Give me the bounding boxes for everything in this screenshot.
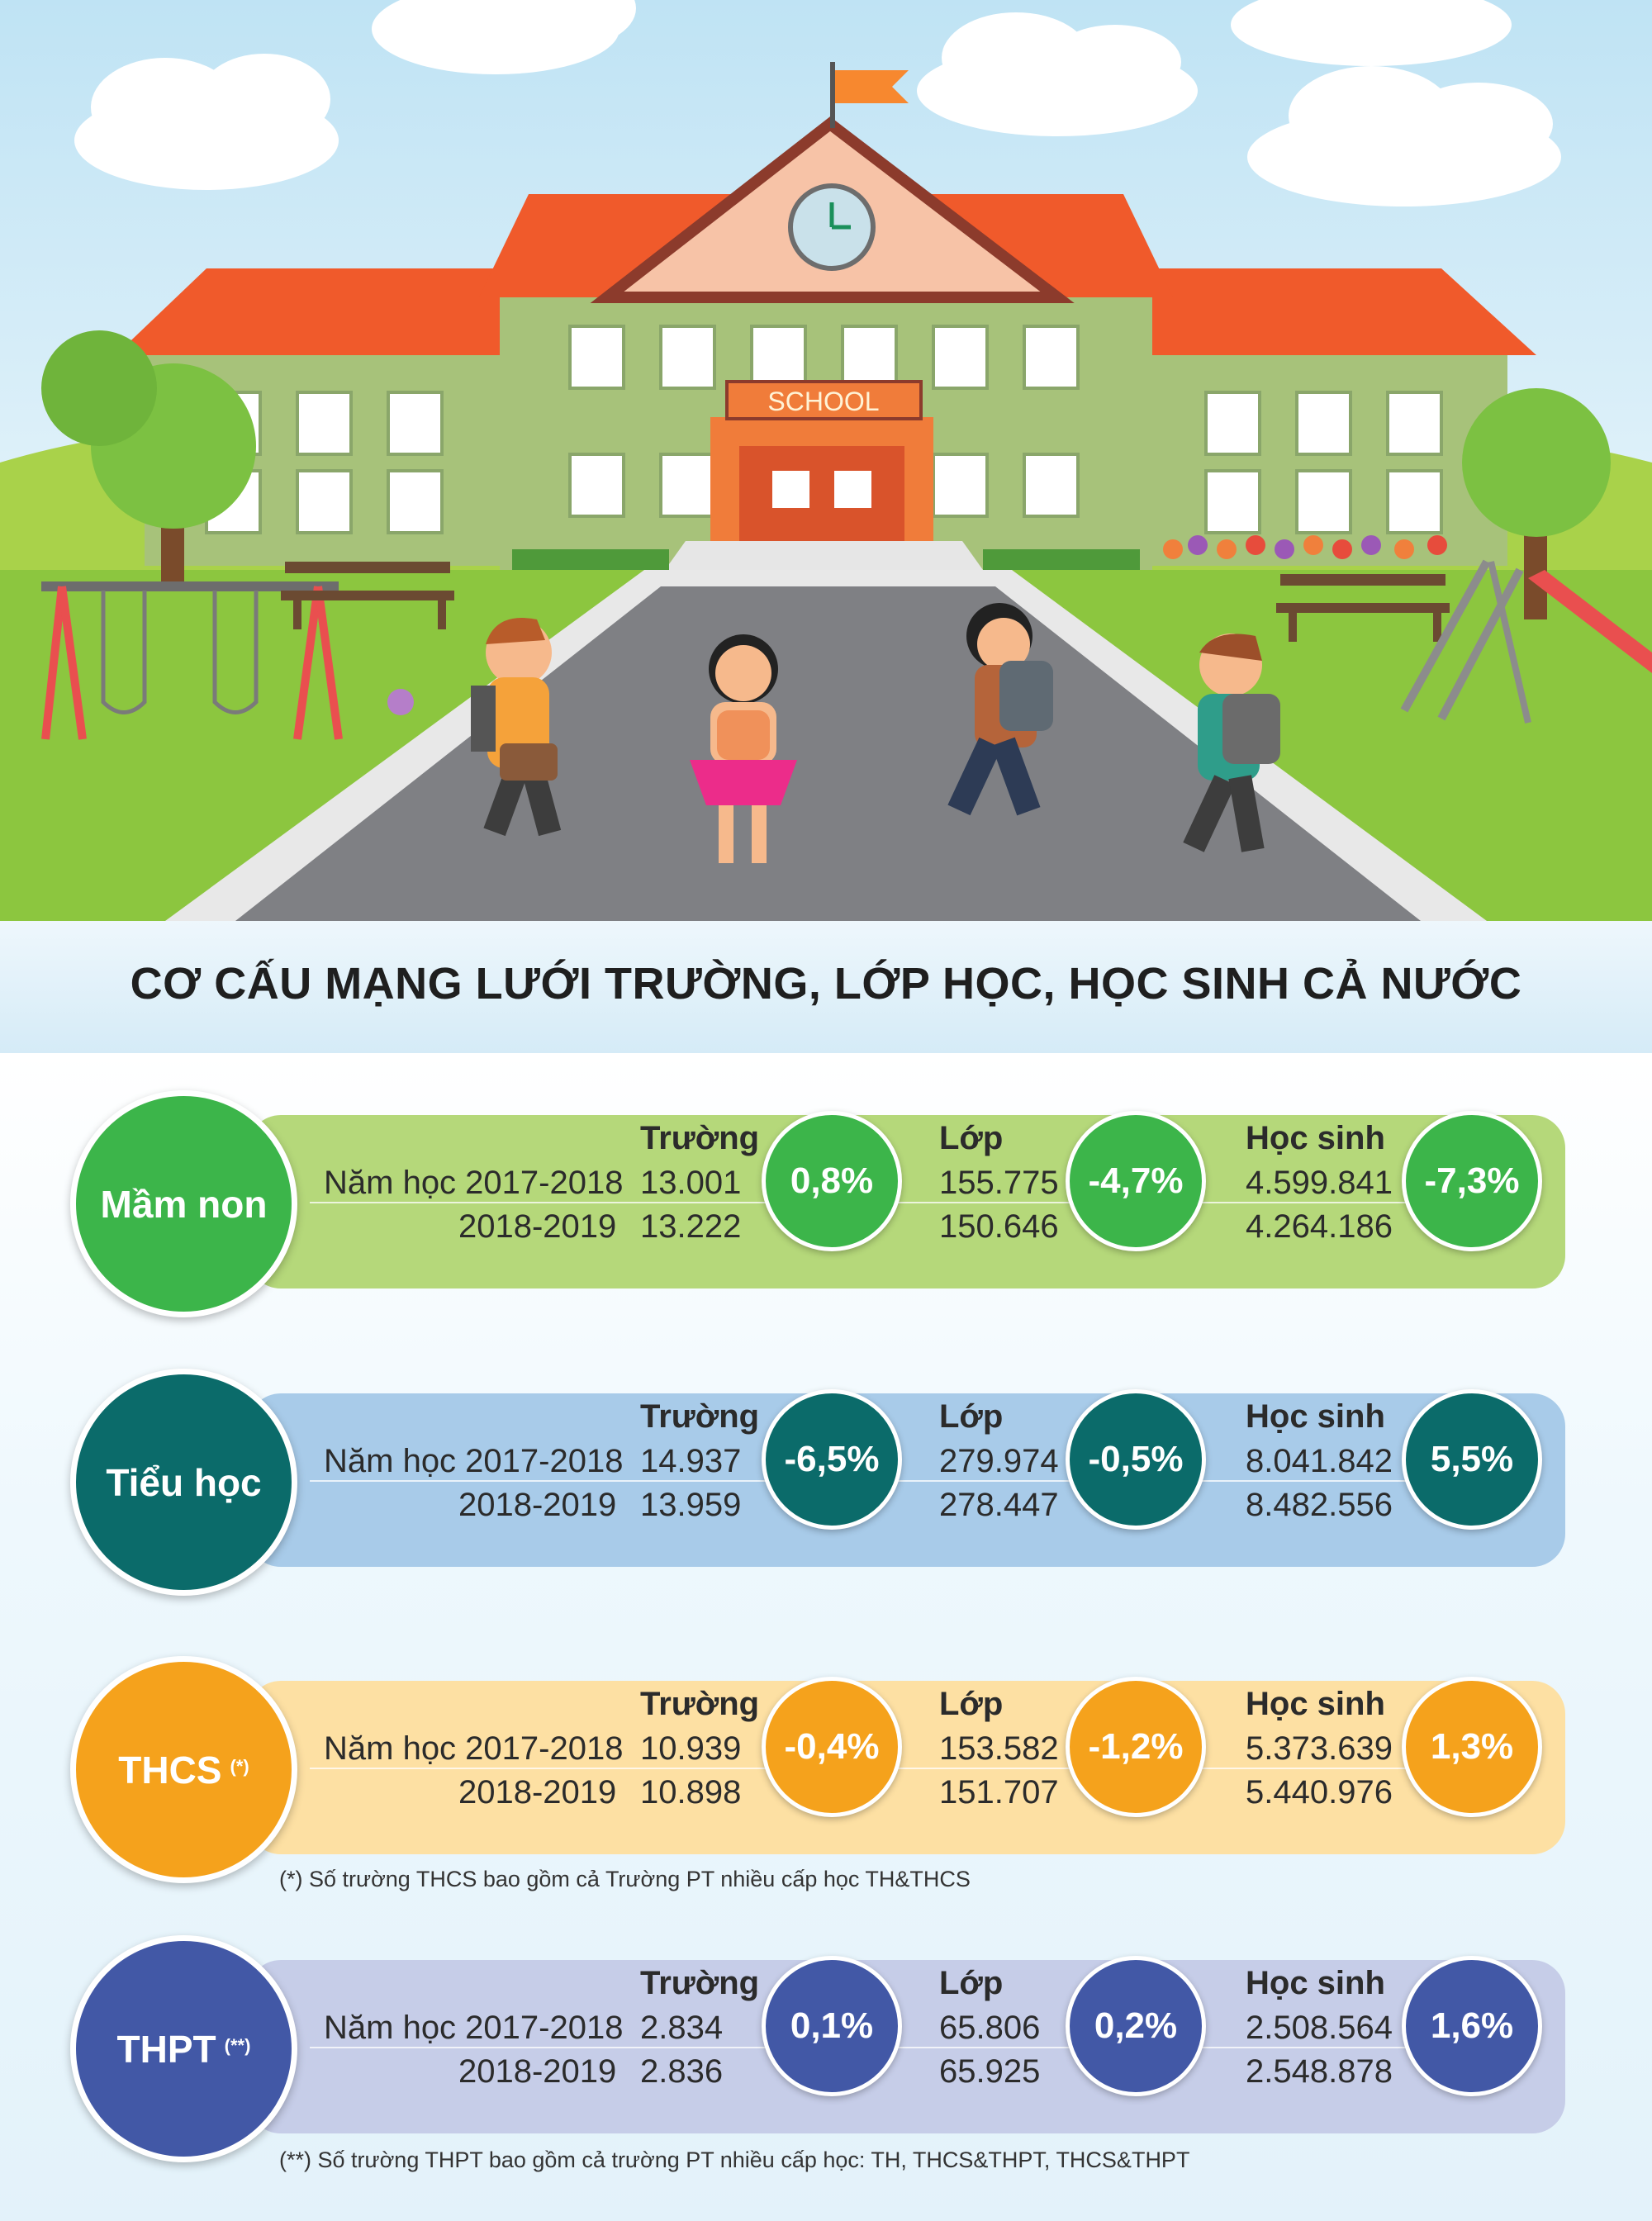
level-name: Tiểu học [106, 1460, 262, 1504]
school-count-2017: 10.939 [640, 1730, 742, 1767]
level-name: THPT [116, 2027, 216, 2071]
school-sign: SCHOOL [767, 387, 879, 416]
header-school: Trường [640, 1120, 760, 1156]
class-count-2017: 279.974 [939, 1443, 1059, 1479]
year-label-2018-2019: 2018-2019 [458, 1487, 617, 1523]
footnote-marker: (*) [230, 1755, 249, 1777]
school-count-2018: 13.959 [640, 1487, 742, 1523]
swing-set [41, 581, 343, 740]
school-count-2017: 13.001 [640, 1165, 742, 1201]
level-name: Mầm non [100, 1182, 268, 1226]
school-count-2018: 2.836 [640, 2053, 724, 2090]
footnote-thpt: (**) Số trường THPT bao gồm cả trường PT… [279, 2147, 1190, 2172]
school-building: SCHOOL [116, 62, 1536, 570]
road-surface [235, 586, 1421, 921]
header-students: Học sinh [1246, 1120, 1385, 1156]
student-change-badge: 1,6% [1402, 1956, 1542, 2096]
child-1 [471, 618, 562, 837]
class-change-badge: 0,2% [1066, 1956, 1206, 2096]
student-count-2017: 5.373.639 [1246, 1730, 1393, 1767]
header-class: Lớp [939, 1965, 1004, 2001]
year-label-2017-2018: Năm học 2017-2018 [324, 1165, 624, 1201]
school-count-2018: 13.222 [640, 1208, 742, 1245]
header-class: Lớp [939, 1120, 1004, 1156]
student-count-2017: 8.041.842 [1246, 1443, 1393, 1479]
page-title: CƠ CẤU MẠNG LƯỚI TRƯỜNG, LỚP HỌC, HỌC SI… [130, 959, 1522, 1008]
class-count-2018: 151.707 [939, 1774, 1059, 1810]
school-count-2017: 2.834 [640, 2010, 724, 2046]
year-label-2017-2018: Năm học 2017-2018 [324, 2010, 624, 2046]
benches [281, 562, 1450, 642]
level-row-mam-non: Mầm non Năm học 2017-2018 2018-2019 Trườ… [0, 1074, 1652, 1317]
year-label-2018-2019: 2018-2019 [458, 2053, 617, 2090]
level-row-thpt: THPT (**) Năm học 2017-2018 2018-2019 Trư… [0, 1919, 1652, 2162]
flowers [387, 535, 1447, 715]
footnote-thcs: (*) Số trường THCS bao gồm cả Trường PT … [279, 1867, 971, 1891]
year-label-2017-2018: Năm học 2017-2018 [324, 1730, 624, 1767]
school-change-badge: 0,8% [762, 1111, 902, 1251]
header-class: Lớp [939, 1398, 1004, 1435]
header-students: Học sinh [1246, 1965, 1385, 2001]
class-change-badge: -1,2% [1066, 1677, 1206, 1817]
class-count-2018: 65.925 [939, 2053, 1041, 2090]
class-count-2018: 150.646 [939, 1208, 1059, 1245]
year-label-2018-2019: 2018-2019 [458, 1208, 617, 1245]
level-badge: THPT (**) [70, 1935, 297, 2162]
title-band [0, 921, 1652, 1053]
level-row-tieu-hoc: Tiểu học Năm học 2017-2018 2018-2019 Trư… [0, 1352, 1652, 1596]
year-label-2017-2018: Năm học 2017-2018 [324, 1443, 624, 1479]
class-count-2017: 155.775 [939, 1165, 1059, 1201]
student-change-badge: -7,3% [1402, 1111, 1542, 1251]
level-name: THCS [118, 1748, 222, 1792]
level-badge: Mầm non [70, 1090, 297, 1317]
header-school: Trường [640, 1965, 760, 2001]
header-school: Trường [640, 1398, 760, 1435]
child-3 [947, 603, 1053, 816]
school-count-2017: 14.937 [640, 1443, 742, 1479]
header-students: Học sinh [1246, 1398, 1385, 1435]
class-count-2017: 65.806 [939, 2010, 1041, 2046]
level-badge: Tiểu học [70, 1369, 297, 1596]
school-change-badge: -6,5% [762, 1389, 902, 1530]
child-2 [690, 634, 797, 863]
year-label-2018-2019: 2018-2019 [458, 1774, 617, 1810]
class-change-badge: -0,5% [1066, 1389, 1206, 1530]
header-students: Học sinh [1246, 1686, 1385, 1722]
student-count-2018: 5.440.976 [1246, 1774, 1393, 1810]
level-row-thcs: THCS (*) Năm học 2017-2018 2018-2019 Trườ… [0, 1640, 1652, 1883]
class-count-2018: 278.447 [939, 1487, 1059, 1523]
class-count-2017: 153.582 [939, 1730, 1059, 1767]
child-4 [1183, 634, 1280, 852]
student-count-2018: 8.482.556 [1246, 1487, 1393, 1523]
school-scene-illustration: SCHOOL [0, 0, 1652, 921]
student-count-2017: 2.508.564 [1246, 2010, 1393, 2046]
school-change-badge: 0,1% [762, 1956, 902, 2096]
student-count-2017: 4.599.841 [1246, 1165, 1393, 1201]
header-class: Lớp [939, 1686, 1004, 1722]
class-change-badge: -4,7% [1066, 1111, 1206, 1251]
school-count-2018: 10.898 [640, 1774, 742, 1810]
level-badge: THCS (*) [70, 1656, 297, 1883]
school-change-badge: -0,4% [762, 1677, 902, 1817]
footnote-marker: (**) [224, 2034, 251, 2056]
student-change-badge: 1,3% [1402, 1677, 1542, 1817]
student-count-2018: 4.264.186 [1246, 1208, 1393, 1245]
clouds [74, 0, 1561, 206]
student-change-badge: 5,5% [1402, 1389, 1542, 1530]
header-school: Trường [640, 1686, 760, 1722]
student-count-2018: 2.548.878 [1246, 2053, 1393, 2090]
trees [41, 330, 1611, 619]
slide [1400, 559, 1652, 724]
